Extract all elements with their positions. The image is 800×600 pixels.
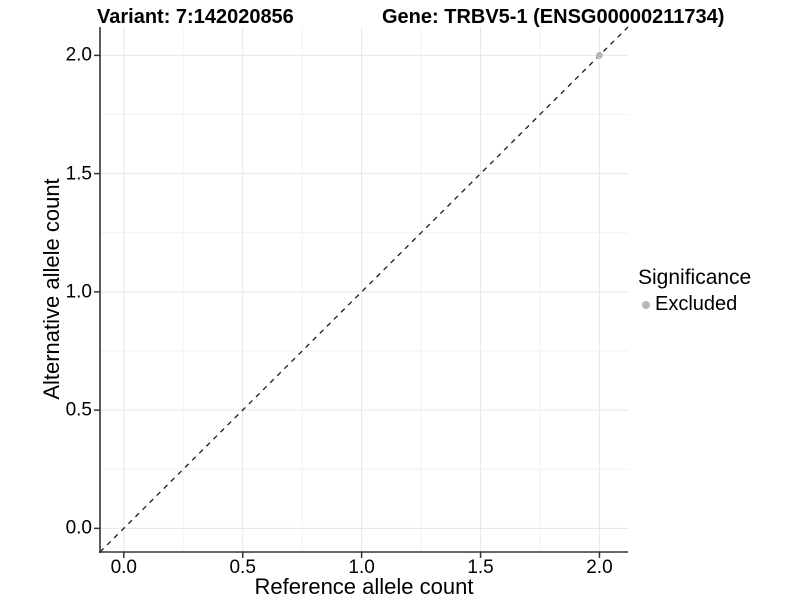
legend: Significance Excluded bbox=[638, 266, 751, 316]
y-tick-label: 2.0 bbox=[65, 44, 92, 66]
plot-title-variant: Variant: 7:142020856 bbox=[97, 6, 294, 28]
y-tick-label: 1.0 bbox=[65, 281, 92, 303]
legend-item-excluded: Excluded bbox=[642, 293, 751, 316]
x-axis-title: Reference allele count bbox=[254, 574, 474, 599]
x-tick-label: 1.0 bbox=[348, 557, 375, 578]
y-tick-label: 0.5 bbox=[65, 399, 92, 421]
excluded-point-swatch-icon bbox=[642, 300, 650, 309]
legend-item-label: Excluded bbox=[655, 293, 738, 315]
data-point bbox=[595, 51, 603, 59]
y-tick-label: 1.5 bbox=[65, 163, 92, 185]
plot-title-gene: Gene: TRBV5-1 (ENSG00000211734) bbox=[382, 6, 725, 28]
x-tick-label: 0.5 bbox=[229, 557, 256, 578]
x-tick-label: 0.0 bbox=[110, 557, 137, 578]
legend-title: Significance bbox=[638, 266, 752, 289]
x-tick-label: 2.0 bbox=[586, 557, 613, 578]
identity-line bbox=[99, 26, 629, 553]
y-tick-label: 0.0 bbox=[65, 517, 92, 539]
x-tick-label: 1.5 bbox=[467, 557, 494, 578]
